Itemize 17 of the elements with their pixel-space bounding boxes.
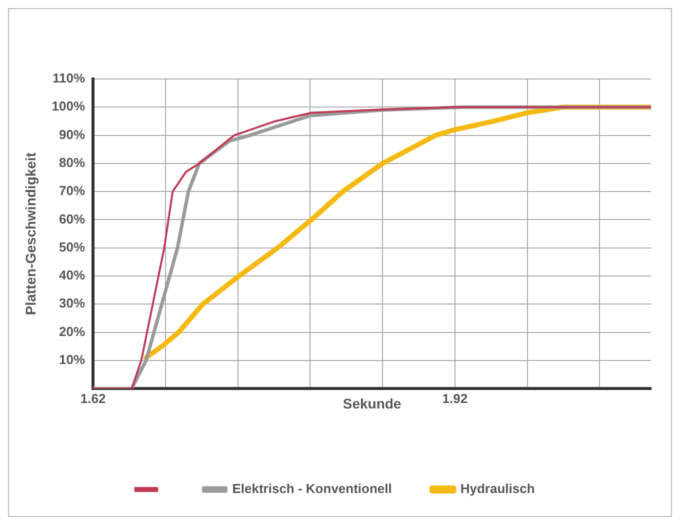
y-tick-label: 40% [59,268,86,283]
y-tick-label: 90% [59,126,86,142]
legend-label: Hydraulisch [460,481,535,496]
y-axis-title: Platten-Geschwindigkeit [22,152,38,316]
x-axis-title: Sekunde [342,395,402,412]
y-tick-label: 30% [59,296,86,311]
y-tick-label: 110% [52,70,86,86]
y-tick-label: 10% [59,352,86,368]
y-tick-label: 50% [59,239,86,254]
y-tick-label: 20% [59,324,86,339]
x-tick-label: 1.62 [80,390,106,406]
y-tick-label: 100% [52,98,86,114]
y-tick-label: 70% [59,183,86,198]
y-tick-label: 80% [59,155,86,170]
x-tick-label: 1.92 [442,390,468,406]
y-tick-label: 60% [59,211,86,226]
legend-label: Elektrisch - Konventionell [232,481,392,496]
